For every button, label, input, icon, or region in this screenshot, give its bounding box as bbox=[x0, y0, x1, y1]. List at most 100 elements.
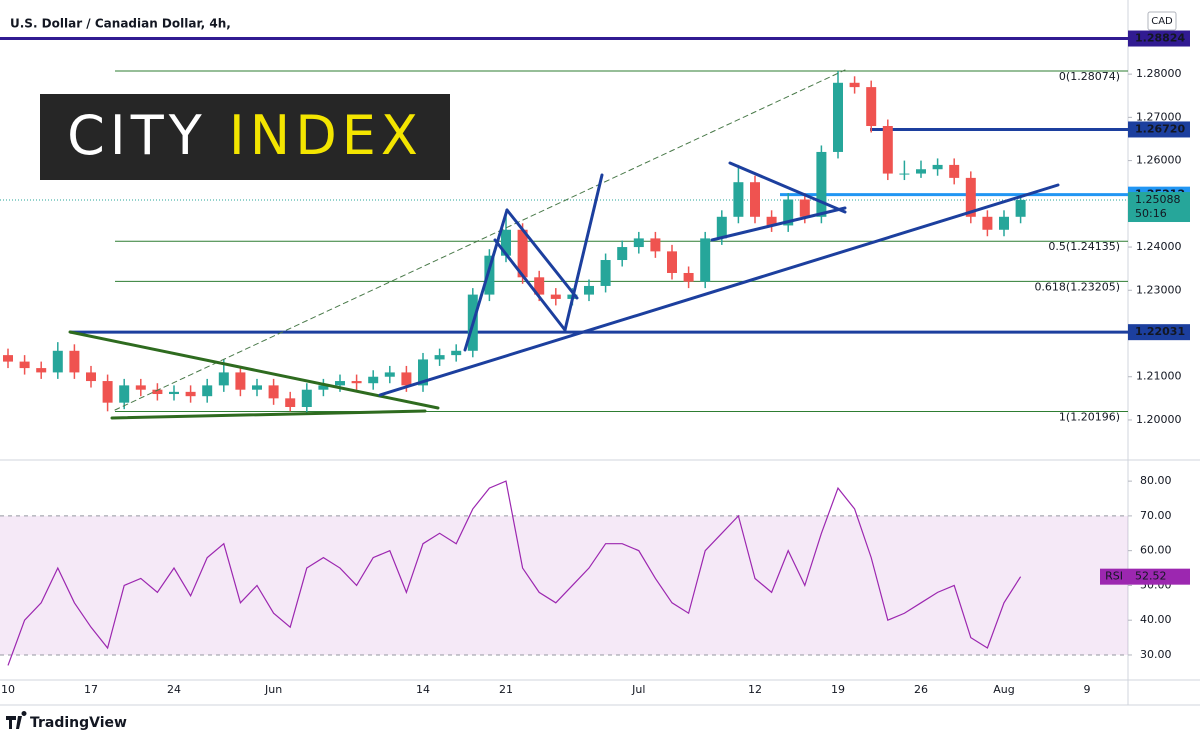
price-label: 1.26720 bbox=[1135, 122, 1185, 135]
fib-label: 1(1.20196) bbox=[1059, 410, 1120, 423]
chart-title: U.S. Dollar / Canadian Dollar, 4h, bbox=[10, 17, 231, 31]
brand-icon bbox=[6, 710, 27, 729]
last-price-box bbox=[1128, 192, 1190, 223]
candle-body bbox=[816, 151, 827, 217]
logo: CITY INDEX bbox=[67, 104, 423, 167]
candle-body bbox=[517, 229, 528, 278]
flag-pole bbox=[463, 208, 509, 352]
candle-body bbox=[716, 216, 727, 239]
x-tick-label: 9 bbox=[1084, 683, 1091, 696]
wedge-bottom bbox=[110, 409, 427, 420]
logo-word: INDEX bbox=[229, 104, 423, 167]
candle-body bbox=[932, 164, 943, 170]
drawings bbox=[68, 69, 1060, 420]
candle-body bbox=[550, 294, 561, 299]
candle-body bbox=[534, 277, 545, 295]
candle-body bbox=[949, 164, 960, 178]
candle-body bbox=[882, 126, 893, 174]
candle-body bbox=[783, 199, 794, 226]
candle-body bbox=[169, 391, 179, 395]
flag-breakout bbox=[563, 173, 604, 332]
candle-body bbox=[833, 82, 843, 152]
price-label-box bbox=[1128, 30, 1190, 47]
price-label: 1.22031 bbox=[1135, 325, 1185, 338]
countdown: 50:16 bbox=[1135, 207, 1167, 220]
candle-body bbox=[52, 350, 63, 373]
price-label: 1.28824 bbox=[1135, 32, 1185, 45]
candle-body bbox=[301, 389, 312, 407]
candle-body bbox=[501, 229, 511, 256]
y-tick-label: 1.21000 bbox=[1136, 370, 1182, 383]
x-tick-label: 10 bbox=[1, 683, 15, 696]
candle-body bbox=[750, 182, 760, 217]
candle-body bbox=[119, 385, 130, 403]
candle-body bbox=[69, 350, 80, 373]
x-tick-label: Jul bbox=[631, 683, 645, 696]
trendline bbox=[378, 183, 1060, 397]
candle-body bbox=[484, 255, 495, 295]
y-tick-label: 70.00 bbox=[1140, 509, 1172, 522]
fib-label: 0(1.28074) bbox=[1059, 70, 1120, 83]
candle-body bbox=[218, 372, 229, 386]
candle-body bbox=[36, 368, 47, 373]
candle-body bbox=[318, 385, 329, 390]
flag-bottom bbox=[493, 238, 567, 332]
triangle-bottom bbox=[710, 206, 847, 242]
candle-body bbox=[617, 247, 628, 261]
rsi-value: 52.52 bbox=[1135, 570, 1167, 583]
x-tick-label: Aug bbox=[993, 683, 1014, 696]
x-tick-label: Jun bbox=[264, 683, 282, 696]
x-tick-label: 12 bbox=[748, 683, 762, 696]
y-tick-label: 60.00 bbox=[1140, 544, 1172, 557]
x-tick-label: 19 bbox=[831, 683, 845, 696]
y-tick-label: 80.00 bbox=[1140, 474, 1172, 487]
x-tick-label: 24 bbox=[167, 683, 181, 696]
logo-box bbox=[40, 94, 450, 180]
candle-body bbox=[185, 391, 196, 397]
candle-body bbox=[584, 285, 594, 295]
candle-body bbox=[683, 272, 694, 282]
rsi-name-box bbox=[1100, 568, 1128, 585]
x-tick-label: 14 bbox=[416, 683, 430, 696]
candle-body bbox=[899, 173, 910, 175]
candle-body bbox=[849, 82, 860, 88]
candle-body bbox=[600, 260, 611, 286]
candle-body bbox=[667, 251, 677, 273]
y-tick-label: 1.24000 bbox=[1136, 240, 1182, 253]
candle-body bbox=[733, 182, 744, 217]
candle-body bbox=[19, 361, 30, 369]
candle-body bbox=[1015, 199, 1026, 217]
candle-body bbox=[866, 87, 877, 127]
candle-body bbox=[633, 238, 644, 248]
candle-body bbox=[401, 372, 412, 386]
candle-body bbox=[451, 350, 462, 356]
candle-body bbox=[285, 398, 296, 407]
candle-body bbox=[982, 216, 993, 230]
currency: CAD bbox=[1151, 16, 1173, 27]
flag-top bbox=[505, 208, 579, 300]
rsi-band bbox=[0, 515, 1128, 655]
candle-body bbox=[135, 385, 146, 390]
fib-trend bbox=[114, 69, 846, 411]
candle-body bbox=[766, 216, 777, 226]
rsi-name: RSI bbox=[1105, 570, 1123, 583]
candle-body bbox=[650, 238, 661, 252]
currency-box bbox=[1147, 11, 1177, 31]
triangle-top bbox=[728, 161, 847, 214]
candle-body bbox=[799, 199, 810, 217]
y-tick-label: 1.20000 bbox=[1136, 413, 1182, 426]
candle-body bbox=[384, 372, 395, 377]
wedge-top bbox=[68, 330, 440, 410]
candle-body bbox=[252, 385, 262, 390]
logo-word: CITY bbox=[67, 104, 207, 167]
candle-body bbox=[86, 372, 96, 382]
y-tick-label: 1.28000 bbox=[1136, 67, 1182, 80]
price-label-box bbox=[1128, 324, 1190, 341]
brand: TradingView bbox=[30, 715, 127, 731]
rsi-value-box bbox=[1128, 568, 1190, 585]
candle-body bbox=[368, 376, 379, 384]
fib-label: 0.5(1.24135) bbox=[1048, 240, 1120, 253]
candle-body bbox=[434, 355, 445, 360]
x-tick-label: 21 bbox=[499, 683, 513, 696]
